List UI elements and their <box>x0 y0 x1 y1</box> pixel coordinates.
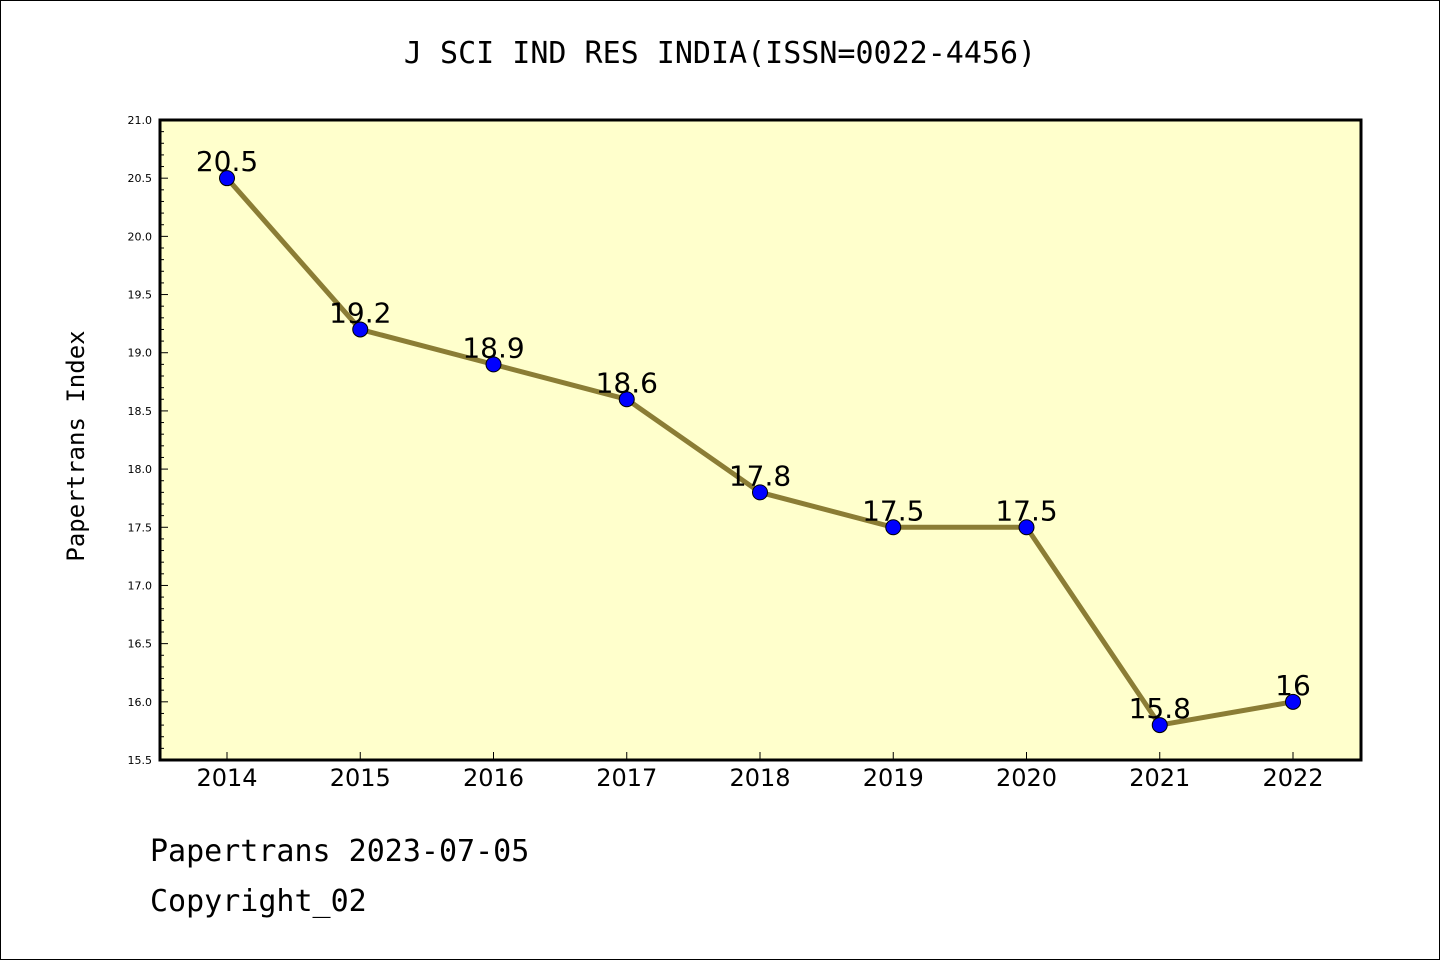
data-label: 18.9 <box>462 331 524 364</box>
x-tick-label: 2015 <box>330 764 391 792</box>
x-tick-label: 2014 <box>196 764 257 792</box>
series-line-segment <box>224 175 363 332</box>
data-point-marker <box>352 321 369 338</box>
series-marker-layer <box>219 170 1301 734</box>
y-tick-label: 19.0 <box>128 347 153 360</box>
series-line-segment <box>757 489 896 530</box>
series-line-layer <box>224 175 1296 728</box>
x-tick-label: 2018 <box>729 764 790 792</box>
y-tick-label: 16.0 <box>128 696 153 709</box>
x-tick-label: 2022 <box>1262 764 1323 792</box>
chart-title: J SCI IND RES INDIA(ISSN=0022-4456) <box>403 36 1037 71</box>
data-label: 17.8 <box>729 459 791 492</box>
y-tick-label: 20.0 <box>128 230 153 243</box>
data-point-marker <box>885 519 902 536</box>
x-tick-label: 2017 <box>596 764 657 792</box>
data-label: 17.5 <box>995 494 1057 527</box>
data-point-marker <box>1018 519 1035 536</box>
series-line-segment <box>1157 699 1296 728</box>
data-label: 15.8 <box>1129 692 1191 725</box>
x-tick-label: 2020 <box>996 764 1057 792</box>
y-tick-label: 19.5 <box>128 289 153 302</box>
data-point-marker <box>219 170 235 187</box>
plot-border <box>158 118 1363 762</box>
data-point-marker <box>752 484 768 501</box>
x-tick-label: 2021 <box>1129 764 1190 792</box>
axis-ticks: 15.5 16.0 16.5 17.0 17.5 18.0 18.5 19.0 19.5 20.0… <box>128 114 1324 792</box>
x-tick-label: 2016 <box>463 764 524 792</box>
data-label: 16 <box>1275 669 1311 702</box>
footer-date: Papertrans 2023-07-05 <box>150 834 530 869</box>
series-line-segment <box>357 326 496 367</box>
y-tick-label: 18.5 <box>128 405 153 418</box>
y-tick-label: 16.5 <box>128 638 153 651</box>
y-tick-label: 20.5 <box>128 172 153 185</box>
footer-copyright: Copyright_02 <box>150 884 367 919</box>
series-line-segment <box>491 361 630 402</box>
data-point-marker <box>1151 717 1168 734</box>
data-label: 20.5 <box>196 145 258 178</box>
y-tick-label: 17.5 <box>128 521 153 534</box>
data-point-marker <box>485 356 502 373</box>
data-label-layer: 20.5 19.2 18.9 18.6 17.8 17.5 17.5 15.8 16 <box>196 145 1311 725</box>
x-tick-label: 2019 <box>863 764 924 792</box>
series-line-segment <box>1024 524 1163 728</box>
data-point-marker <box>1285 693 1301 710</box>
data-label: 17.5 <box>862 494 924 527</box>
plot-area <box>160 120 1361 760</box>
y-tick-label: 15.5 <box>128 754 153 767</box>
data-label: 18.6 <box>596 366 658 399</box>
series-line-segment <box>624 396 763 495</box>
y-tick-label: 18.0 <box>128 463 153 476</box>
y-tick-label: 21.0 <box>128 114 153 127</box>
y-tick-label: 17.0 <box>128 579 153 592</box>
data-label: 19.2 <box>329 296 391 329</box>
data-point-marker <box>618 391 635 408</box>
